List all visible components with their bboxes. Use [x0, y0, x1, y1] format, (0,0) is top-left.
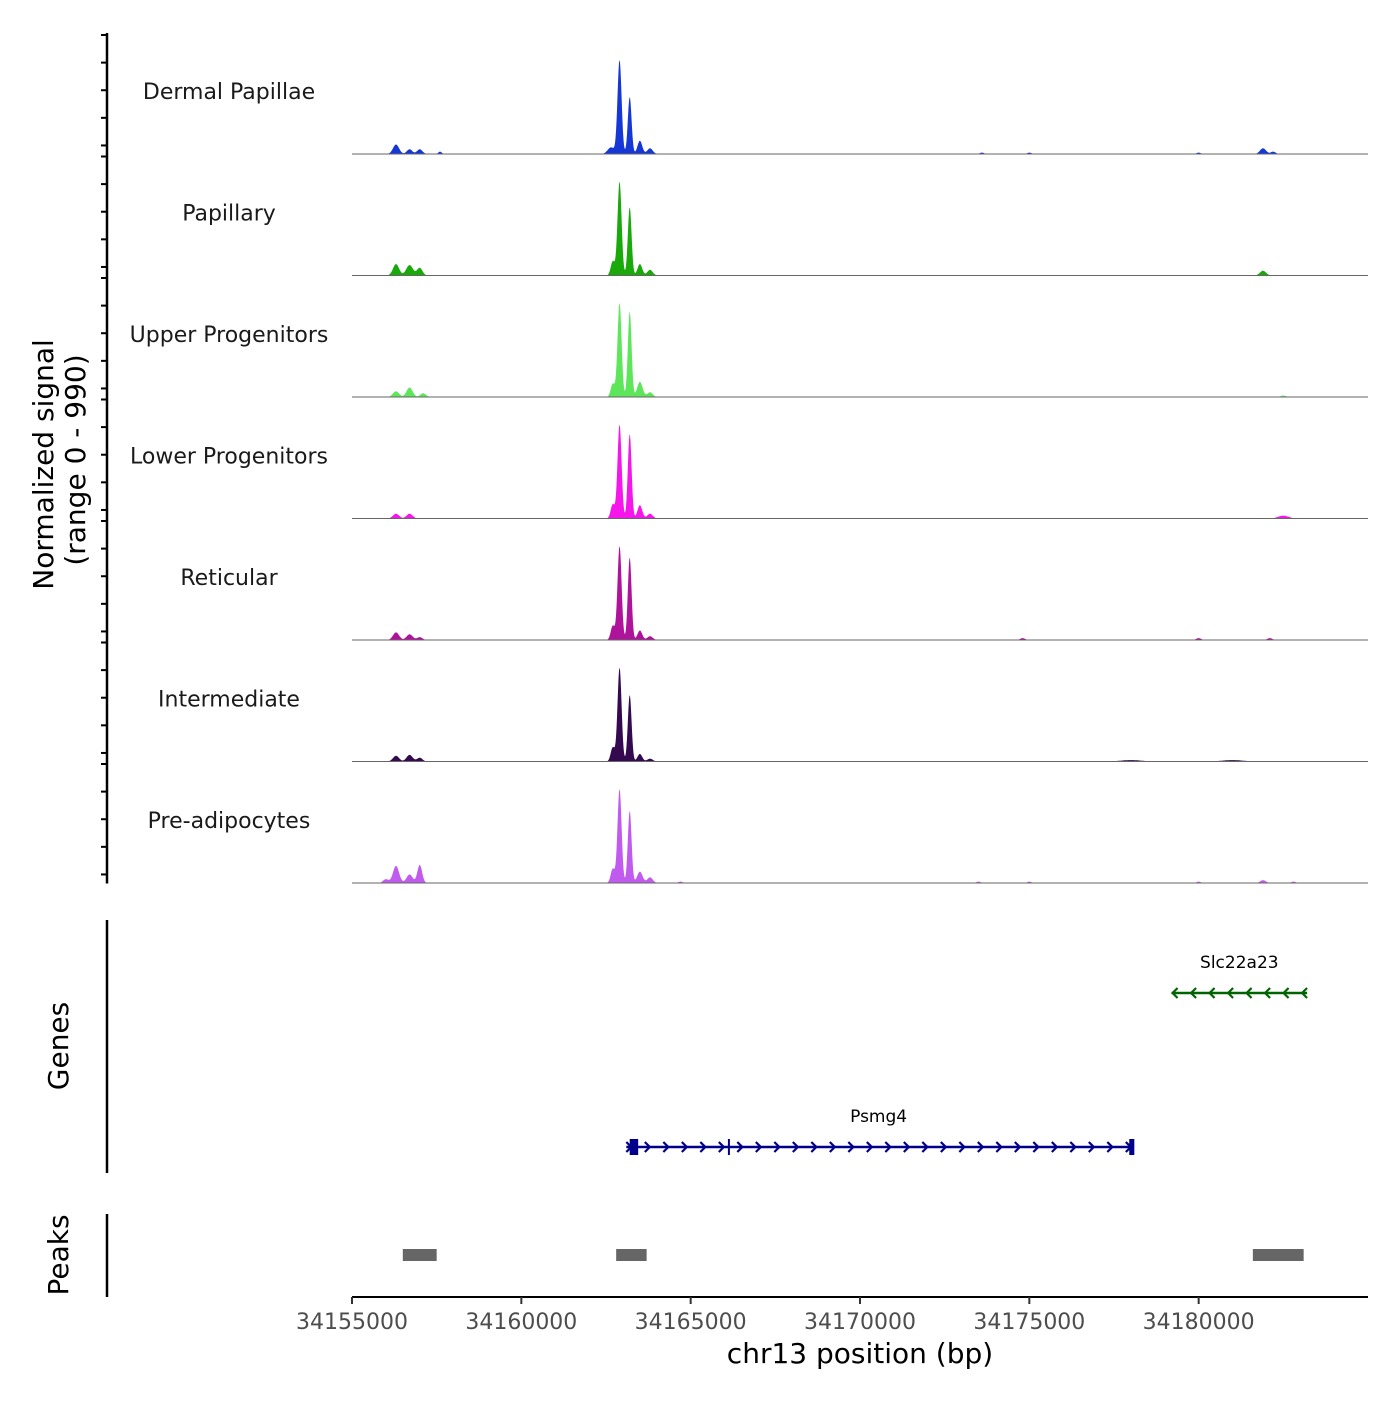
peak-region [402, 1249, 437, 1261]
gene-strand-arrow [1014, 1141, 1022, 1153]
gene-model: Psmg4 [625, 1107, 1135, 1155]
coverage-track: Papillary [182, 181, 1368, 276]
coverage-track: Dermal Papillae [143, 60, 1368, 155]
gene-exon [629, 1139, 639, 1155]
x-axis-tick-label: 34165000 [635, 1310, 747, 1335]
gene-strand-arrow [1226, 987, 1234, 999]
track-label: Lower Progenitors [130, 445, 328, 470]
gene-strand-arrow [866, 1141, 874, 1153]
gene-strand-arrow [1263, 987, 1271, 999]
coverage-track: Reticular [180, 546, 1368, 641]
gene-strand-arrow [1051, 1141, 1059, 1153]
track-label: Intermediate [158, 688, 300, 713]
gene-strand-arrow [1282, 987, 1290, 999]
x-axis-tick-label: 34180000 [1143, 1310, 1255, 1335]
coverage-area [352, 546, 1368, 640]
x-axis-tick-label: 34170000 [804, 1310, 916, 1335]
gene-strand-arrow [995, 1141, 1003, 1153]
gene-strand-arrow [1189, 987, 1197, 999]
coverage-track: Upper Progenitors [130, 303, 1368, 398]
coverage-track: Lower Progenitors [130, 424, 1368, 519]
genes-panel-title: Genes [42, 1002, 75, 1090]
gene-strand-arrow [773, 1141, 781, 1153]
gene-strand-arrow [1208, 987, 1216, 999]
gene-strand-arrow [662, 1141, 670, 1153]
gene-strand-arrow [736, 1141, 744, 1153]
gene-strand-arrow [718, 1141, 726, 1153]
peak-regions [402, 1249, 1304, 1261]
track-label: Papillary [182, 202, 276, 227]
coverage-track: Intermediate [158, 667, 1368, 762]
gene-strand-arrow [1088, 1141, 1096, 1153]
gene-strand-arrow [884, 1141, 892, 1153]
gene-strand-arrow [940, 1141, 948, 1153]
x-axis: 34155000 34160000 34165000 34170000 34175000… [296, 1297, 1255, 1335]
gene-strand-arrow [1032, 1141, 1040, 1153]
gene-strand-arrow [792, 1141, 800, 1153]
coverage-area [352, 424, 1368, 519]
gene-exon [1129, 1139, 1135, 1155]
gene-strand-arrow [1300, 987, 1308, 999]
gene-strand-arrow [644, 1141, 652, 1153]
gene-strand-arrow [903, 1141, 911, 1153]
gene-strand-arrow [958, 1141, 966, 1153]
gene-strand-arrow [699, 1141, 707, 1153]
gene-strand-arrow [921, 1141, 929, 1153]
gene-strand-arrow [829, 1141, 837, 1153]
gene-strand-arrow [1106, 1141, 1114, 1153]
gene-annotations: Slc22a23 Psmg4 [625, 953, 1308, 1155]
peaks-panel-title: Peaks [42, 1214, 75, 1295]
gene-strand-arrow [847, 1141, 855, 1153]
x-axis-tick-label: 34155000 [296, 1310, 408, 1335]
gene-strand-arrow [810, 1141, 818, 1153]
coverage-y-axis-title-line1: Normalized signal [27, 339, 60, 590]
gene-name-label: Psmg4 [850, 1107, 907, 1127]
gene-strand-arrow [977, 1141, 985, 1153]
track-label: Pre-adipocytes [148, 809, 311, 834]
gene-strand-arrow [681, 1141, 689, 1153]
track-label: Upper Progenitors [130, 323, 329, 348]
x-axis-tick-label: 34160000 [465, 1310, 577, 1335]
gene-strand-arrow [1171, 987, 1179, 999]
track-label: Dermal Papillae [143, 80, 315, 105]
coverage-area [352, 303, 1368, 397]
coverage-area [352, 181, 1368, 276]
gene-strand-arrow [755, 1141, 763, 1153]
coverage-y-axis [101, 33, 109, 884]
coverage-area [352, 60, 1368, 154]
coverage-area [352, 789, 1368, 883]
peak-region [1252, 1249, 1304, 1261]
gene-exon [727, 1139, 730, 1155]
x-axis-tick-label: 34175000 [973, 1310, 1085, 1335]
gene-strand-arrow [1245, 987, 1253, 999]
gene-name-label: Slc22a23 [1200, 953, 1279, 973]
coverage-y-axis-title-line2: (range 0 - 990) [59, 354, 92, 565]
gene-model: Slc22a23 [1171, 953, 1308, 999]
coverage-tracks: Dermal Papillae Papillary Upper Progenitor… [130, 60, 1368, 884]
x-axis-title: chr13 position (bp) [727, 1337, 993, 1370]
track-label: Reticular [180, 566, 278, 591]
gene-strand-arrow [1069, 1141, 1077, 1153]
coverage-area [352, 667, 1368, 762]
peak-region [616, 1249, 647, 1261]
coverage-y-axis-title: Normalized signal (range 0 - 990) [27, 330, 92, 589]
coverage-track: Pre-adipocytes [148, 789, 1368, 884]
